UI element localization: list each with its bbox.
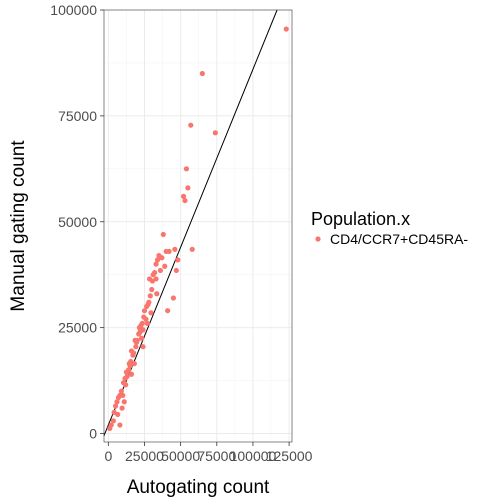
data-point bbox=[166, 248, 172, 255]
data-point bbox=[108, 422, 114, 428]
data-point bbox=[173, 267, 179, 274]
x-tick-label: 100000 bbox=[230, 448, 277, 464]
data-point bbox=[126, 361, 132, 367]
data-point bbox=[128, 371, 135, 377]
legend-key-dot bbox=[315, 236, 321, 242]
data-point bbox=[153, 276, 159, 282]
data-point bbox=[128, 348, 135, 354]
data-point bbox=[180, 193, 187, 199]
data-point bbox=[123, 382, 129, 388]
data-point bbox=[114, 399, 120, 405]
data-point bbox=[154, 291, 160, 297]
x-tick-label: 125000 bbox=[266, 448, 313, 464]
data-point bbox=[133, 344, 139, 350]
data-points bbox=[107, 26, 289, 432]
data-point bbox=[146, 276, 153, 282]
data-point bbox=[175, 257, 181, 263]
data-point bbox=[185, 185, 191, 191]
legend-label: CD4/CCR7+CD45RA- bbox=[330, 231, 468, 247]
data-point bbox=[120, 392, 126, 399]
legend: Population.x CD4/CCR7+CD45RA- bbox=[311, 209, 468, 247]
data-point bbox=[145, 301, 151, 307]
data-point bbox=[154, 257, 161, 263]
data-point bbox=[157, 267, 163, 274]
data-point bbox=[143, 316, 149, 322]
data-point bbox=[118, 388, 124, 394]
data-point bbox=[139, 335, 145, 341]
y-tick-label: 100000 bbox=[50, 2, 97, 18]
data-point bbox=[140, 344, 146, 350]
y-axis-ticks: 0 25000 50000 75000 100000 bbox=[50, 2, 104, 442]
data-point bbox=[125, 367, 132, 373]
data-point bbox=[115, 411, 121, 418]
data-point bbox=[139, 320, 145, 327]
data-point bbox=[159, 255, 165, 261]
grid-major bbox=[104, 10, 292, 442]
y-axis-title: Manual gating count bbox=[8, 140, 29, 312]
data-point bbox=[132, 337, 138, 343]
data-point bbox=[188, 122, 194, 128]
data-point bbox=[144, 320, 150, 327]
data-point bbox=[136, 325, 143, 331]
y-tick-label: 25000 bbox=[58, 320, 97, 336]
legend-title: Population.x bbox=[311, 209, 410, 229]
data-point bbox=[149, 286, 155, 293]
x-tick-label: 0 bbox=[104, 448, 112, 464]
data-point bbox=[172, 246, 178, 252]
data-point bbox=[124, 373, 130, 379]
x-tick-label: 50000 bbox=[161, 448, 200, 464]
y-tick-label: 50000 bbox=[58, 214, 97, 230]
data-point bbox=[162, 263, 168, 269]
data-point bbox=[148, 310, 154, 316]
data-point bbox=[121, 399, 127, 405]
data-point bbox=[165, 308, 171, 314]
data-point bbox=[153, 261, 159, 267]
x-axis-title: Autogating count bbox=[127, 477, 270, 498]
data-point bbox=[189, 246, 195, 252]
plot-panel bbox=[104, 10, 292, 442]
data-point bbox=[160, 231, 166, 238]
data-point bbox=[141, 308, 148, 314]
y-tick-label: 75000 bbox=[58, 108, 97, 124]
data-point bbox=[119, 405, 125, 411]
data-point bbox=[147, 293, 153, 299]
plot-border bbox=[103, 9, 293, 443]
data-point bbox=[199, 70, 205, 77]
data-point bbox=[283, 26, 289, 32]
data-point bbox=[131, 361, 137, 367]
data-point bbox=[152, 269, 158, 276]
data-point bbox=[117, 422, 123, 428]
data-point bbox=[112, 403, 119, 409]
x-tick-label: 25000 bbox=[125, 448, 164, 464]
data-point bbox=[182, 197, 188, 204]
data-point bbox=[212, 130, 218, 136]
data-point bbox=[183, 166, 190, 172]
data-point bbox=[170, 295, 177, 301]
data-point bbox=[110, 418, 116, 424]
y-tick-label: 0 bbox=[89, 426, 97, 442]
x-tick-label: 75000 bbox=[197, 448, 236, 464]
